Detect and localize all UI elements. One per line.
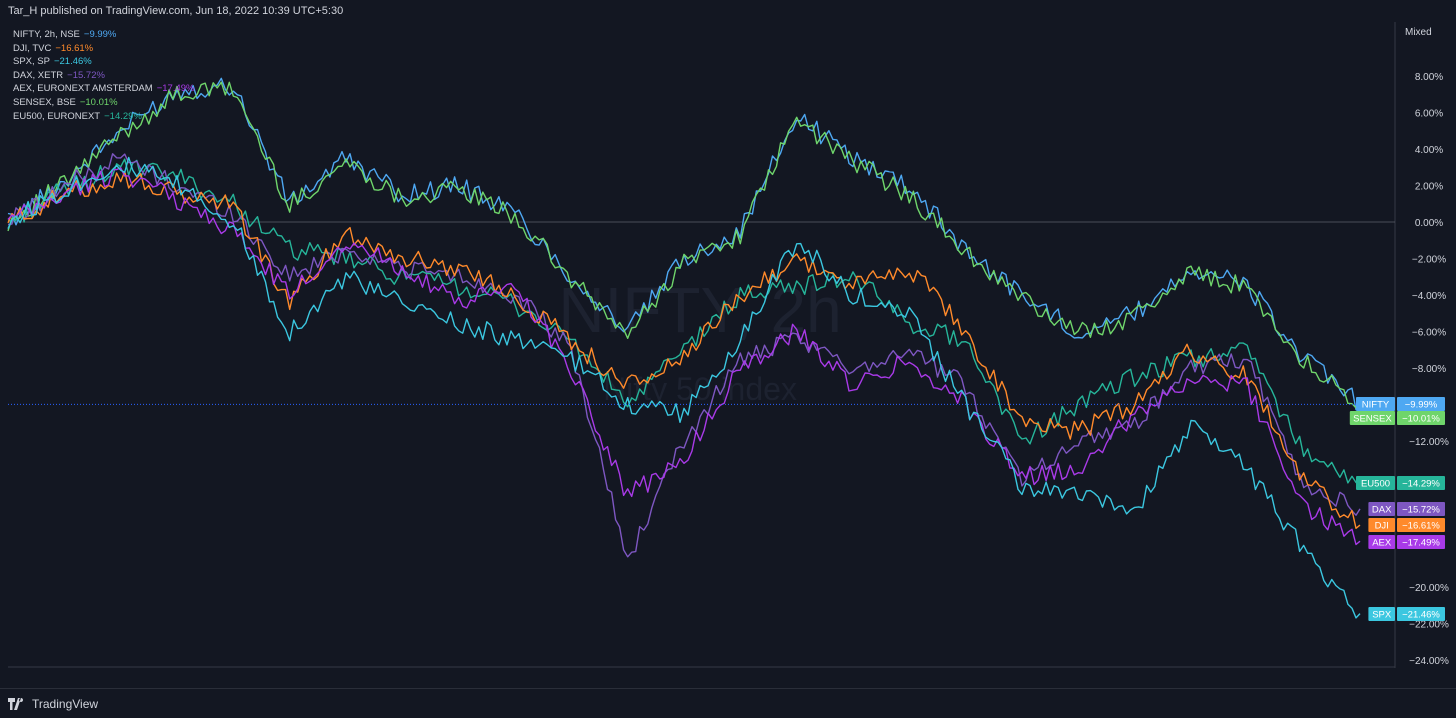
publish-header: Tar_H published on TradingView.com, Jun … <box>0 0 1456 23</box>
price-badge-dax: DAX −15.72% <box>1368 502 1445 516</box>
y-tick-label: −8.00% <box>1412 364 1446 375</box>
legend-label: EU500, EURONEXT <box>13 110 101 122</box>
chart-area[interactable]: NIFTY, 2h Nifty 50 index 8.00% 6.00% 4.00% 2.… <box>0 22 1456 684</box>
brand-text: TradingView <box>32 697 99 711</box>
legend-label: AEX, EURONEXT AMSTERDAM <box>13 83 153 95</box>
y-tick-label: 0.00% <box>1415 218 1443 229</box>
series-line-nifty[interactable] <box>7 77 1361 411</box>
badge-name: DAX <box>1372 505 1392 516</box>
badge-name: AEX <box>1372 538 1392 549</box>
badge-value: −14.29% <box>1402 479 1440 490</box>
y-tick-label: −20.00% <box>1409 583 1449 594</box>
series-line-sensex[interactable] <box>7 81 1361 409</box>
legend-item[interactable]: DAX, XETR −15.72% <box>13 69 195 83</box>
legend-value: −15.72% <box>67 69 105 81</box>
price-badge-dji: DJI −16.61% <box>1368 518 1445 532</box>
price-badge-sensex: SENSEX −10.01% <box>1349 411 1445 425</box>
badge-name: SPX <box>1372 610 1392 621</box>
legend-value: −10.01% <box>79 96 118 108</box>
legend-item[interactable]: DJI, TVC −16.61% <box>13 42 195 56</box>
y-tick-label: 4.00% <box>1415 145 1443 156</box>
y-tick-label: 8.00% <box>1415 72 1443 83</box>
legend-label: DJI, TVC <box>13 42 52 54</box>
y-tick-label: −22.00% <box>1409 620 1449 631</box>
tradingview-logo-icon <box>8 698 24 710</box>
y-tick-label: 6.00% <box>1415 109 1443 120</box>
badge-name: NIFTY <box>1362 400 1390 411</box>
series-line-spx[interactable] <box>7 156 1361 619</box>
legend-label: DAX, XETR <box>13 69 64 81</box>
badge-value: −15.72% <box>1402 505 1440 516</box>
y-tick-label: −24.00% <box>1409 656 1449 667</box>
tradingview-brand[interactable]: TradingView <box>8 697 98 711</box>
y-tick-label: −2.00% <box>1412 255 1446 266</box>
legend-item[interactable]: AEX, EURONEXT AMSTERDAM −17.49% <box>13 82 195 96</box>
badge-value: −10.01% <box>1402 414 1440 425</box>
legend-value: −9.99% <box>83 29 117 40</box>
legend-value: −21.46% <box>53 56 92 68</box>
footer-bar: TradingView <box>0 688 1456 718</box>
y-tick-label: −12.00% <box>1409 437 1449 448</box>
series-line-eu500[interactable] <box>7 158 1361 484</box>
legend-item[interactable]: SENSEX, BSE −10.01% <box>13 96 195 110</box>
legend-item[interactable]: SPX, SP −21.46% <box>13 55 195 69</box>
price-badge-nifty: NIFTY −9.99% <box>1356 397 1445 411</box>
badge-name: EU500 <box>1361 479 1390 490</box>
badge-name: DJI <box>1375 521 1389 532</box>
legend-item[interactable]: NIFTY, 2h, NSE −9.99% <box>13 28 195 42</box>
legend-value: −16.61% <box>55 42 94 54</box>
legend-value: −14.29% <box>104 110 142 122</box>
y-tick-label: −6.00% <box>1412 328 1446 339</box>
price-badge-spx: SPX −21.46% <box>1368 607 1445 621</box>
series-line-dax[interactable] <box>7 153 1361 558</box>
legend-label: NIFTY, 2h, NSE <box>13 29 80 40</box>
series-line-aex[interactable] <box>7 167 1361 546</box>
series-line-dji[interactable] <box>7 170 1361 529</box>
badge-name: SENSEX <box>1353 414 1392 425</box>
legend-label: SENSEX, BSE <box>13 96 76 108</box>
badge-value: −21.46% <box>1402 610 1440 621</box>
legend-item[interactable]: EU500, EURONEXT −14.29% <box>13 110 195 124</box>
price-badge-aex: AEX −17.49% <box>1368 535 1445 549</box>
legend-value: −17.49% <box>156 83 195 95</box>
badge-value: −17.49% <box>1402 538 1440 549</box>
y-tick-label: −4.00% <box>1412 291 1446 302</box>
watermark-description: Nifty 50 index <box>603 371 797 407</box>
legend-label: SPX, SP <box>13 56 50 68</box>
chart-legend: NIFTY, 2h, NSE −9.99% DJI, TVC −16.61% SPX, … <box>13 28 195 123</box>
y-tick-label: 2.00% <box>1415 182 1443 193</box>
badge-value: −9.99% <box>1405 400 1438 411</box>
price-badge-eu500: EU500 −14.29% <box>1356 476 1445 490</box>
publish-text: Tar_H published on TradingView.com, Jun … <box>8 5 344 17</box>
scale-mode-label[interactable]: Mixed <box>1405 27 1432 38</box>
badge-value: −16.61% <box>1402 521 1440 532</box>
